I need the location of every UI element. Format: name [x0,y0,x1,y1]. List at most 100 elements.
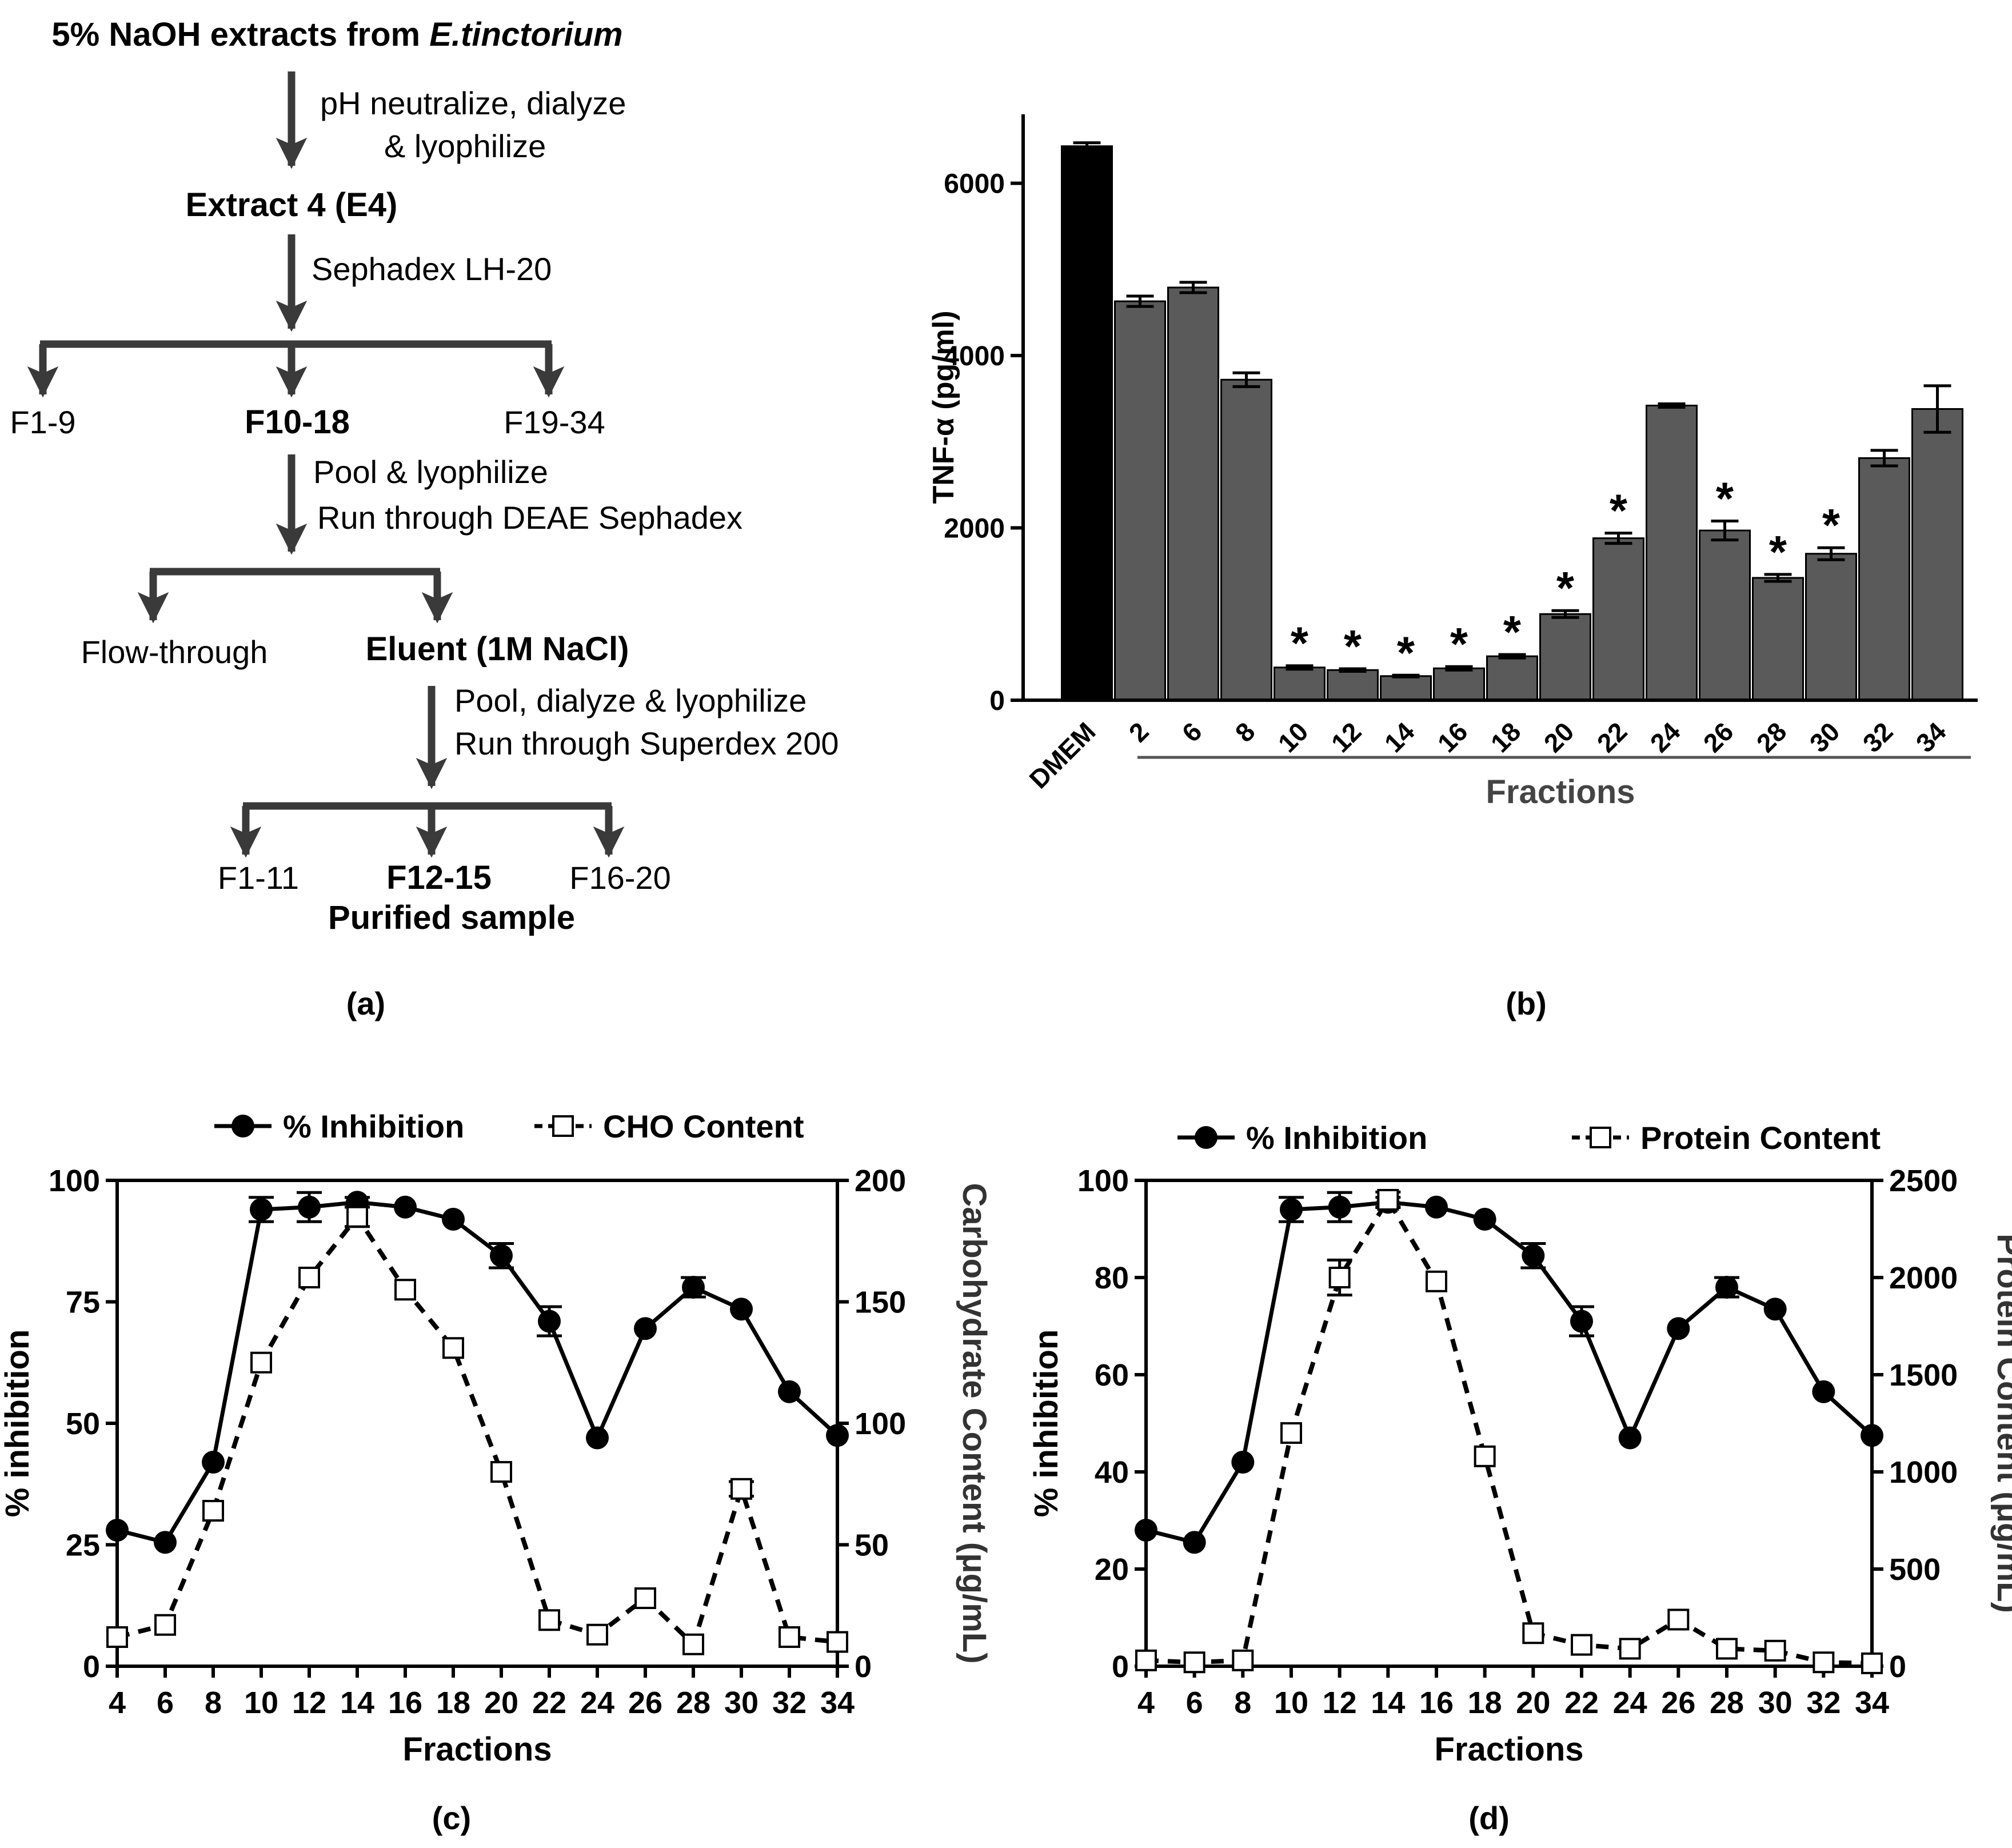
b-x-tick-label: 10 [1272,716,1314,758]
flow-e4-label: Extract 4 (E4) [186,186,398,223]
d-right-tick-label: 1000 [1889,1455,1958,1490]
c-x-tick-label: 26 [628,1686,662,1720]
c-square-marker [682,1633,704,1655]
d-circle-marker [1812,1380,1835,1403]
flow-step1-line1: pH neutralize, dialyze [320,85,626,121]
d-x-tick-label: 12 [1323,1686,1357,1720]
panel-label-d: (d) [1468,1800,1510,1836]
c-square-marker [779,1626,800,1648]
c-x-axis-label: Fractions [402,1731,552,1768]
d-x-tick-label: 32 [1806,1686,1841,1720]
flow-purified-label: Purified sample [328,899,575,936]
b-bar [1592,537,1644,701]
c-square-marker [250,1351,272,1374]
c-left-tick-label: 0 [83,1650,100,1684]
d-left-axis-label: % inhibition [1028,1330,1065,1518]
c-x-tick-label: 24 [580,1686,614,1720]
d-circle-marker [1280,1198,1303,1221]
b-significance-star: * [1769,526,1787,577]
d-right-axis-label: Protein Content (μg/mL) [1990,1234,2012,1613]
d-x-tick-label: 34 [1855,1686,1889,1720]
flow-flow-through-label: Flow-through [81,634,268,670]
b-bar [1220,378,1272,701]
c-circle-marker [586,1426,609,1450]
b-x-tick-label: 2 [1123,716,1155,748]
b-x-tick-label: 22 [1591,716,1633,758]
c-circle-marker [298,1195,321,1219]
flow-step1-line2: & lyophilize [384,128,546,164]
d-right-tick-label: 0 [1889,1650,1906,1684]
c-square-marker [298,1267,320,1288]
d-left-tick-label: 40 [1095,1455,1129,1490]
c-square-marker [586,1623,608,1646]
d-square-marker [1280,1422,1302,1444]
c-circle-marker [154,1531,177,1554]
c-circle-marker [442,1208,465,1231]
d-left-tick-label: 100 [1077,1164,1129,1198]
b-significance-star: * [1610,485,1628,536]
flow-sdx-fraction-3: F16-20 [569,860,670,896]
flow-start-label: 5% NaOH extracts from E.tinctorium [51,16,622,53]
b-y-tick-label: 0 [989,686,1005,716]
c-square-marker [730,1478,752,1500]
b-y-axis-label: TNF-α (pg/ml) [927,310,960,504]
c-x-tick-label: 34 [820,1686,855,1720]
c-circle-marker [394,1195,417,1219]
c-circle-marker [538,1310,561,1333]
b-bar [1752,577,1804,701]
b-significance-star: * [1822,500,1841,550]
d-left-tick-label: 80 [1095,1261,1129,1295]
b-significance-star: * [1397,627,1415,678]
c-square-marker [538,1609,560,1631]
c-left-tick-label: 100 [49,1164,100,1198]
c-x-tick-label: 8 [205,1686,222,1720]
b-significance-star: * [1291,618,1309,669]
d-circle-marker [1183,1531,1206,1554]
d-square-marker [1328,1267,1351,1288]
d-legend-label-inhibition: % Inhibition [1246,1120,1427,1156]
d-series-line-0 [1145,1200,1874,1544]
d-circle-marker [1715,1276,1738,1299]
d-left-tick-label: 0 [1112,1650,1129,1684]
d-circle-marker [1328,1195,1351,1219]
d-series-line-1 [1145,1198,1873,1666]
c-x-tick-label: 22 [532,1686,566,1720]
flow-lh20-fraction-3: F19-34 [504,404,605,440]
c-square-marker [827,1631,848,1653]
d-circle-marker [1522,1244,1545,1267]
c-x-tick-label: 28 [676,1686,710,1720]
d-x-tick-label: 20 [1516,1686,1550,1720]
c-left-tick-label: 75 [66,1286,100,1320]
b-significance-star: * [1716,473,1734,524]
d-right-tick-label: 2500 [1889,1164,1958,1198]
d-x-tick-label: 4 [1137,1686,1155,1720]
c-circle-marker [250,1198,273,1221]
d-square-marker [1813,1651,1835,1674]
b-bar [1486,655,1538,701]
c-x-tick-label: 30 [724,1686,759,1720]
d-circle-marker [1570,1310,1593,1333]
flow-step2-label: Sephadex LH-20 [312,251,552,287]
c-circle-marker [202,1451,225,1474]
c-circle-marker [826,1424,849,1447]
d-legend-square [1590,1127,1611,1148]
b-bar [1167,286,1219,701]
d-circle-marker [1861,1424,1883,1447]
c-legend-square [552,1115,574,1137]
d-square-marker [1861,1652,1883,1674]
c-square-marker [394,1279,416,1301]
d-square-marker [1716,1638,1738,1660]
d-circle-marker [1425,1195,1448,1219]
c-right-tick-label: 100 [855,1407,906,1441]
c-circle-marker [778,1380,801,1403]
c-legend-label-inhibition: % Inhibition [283,1108,464,1144]
b-significance-star: * [1556,562,1575,613]
flowchart-panel: 5% NaOH extracts from E.tinctorium pH ne… [10,16,839,936]
c-x-tick-label: 6 [157,1686,174,1720]
b-x-tick-label: 14 [1379,716,1420,758]
c-square-marker [442,1337,464,1359]
d-right-tick-label: 1500 [1889,1358,1958,1392]
